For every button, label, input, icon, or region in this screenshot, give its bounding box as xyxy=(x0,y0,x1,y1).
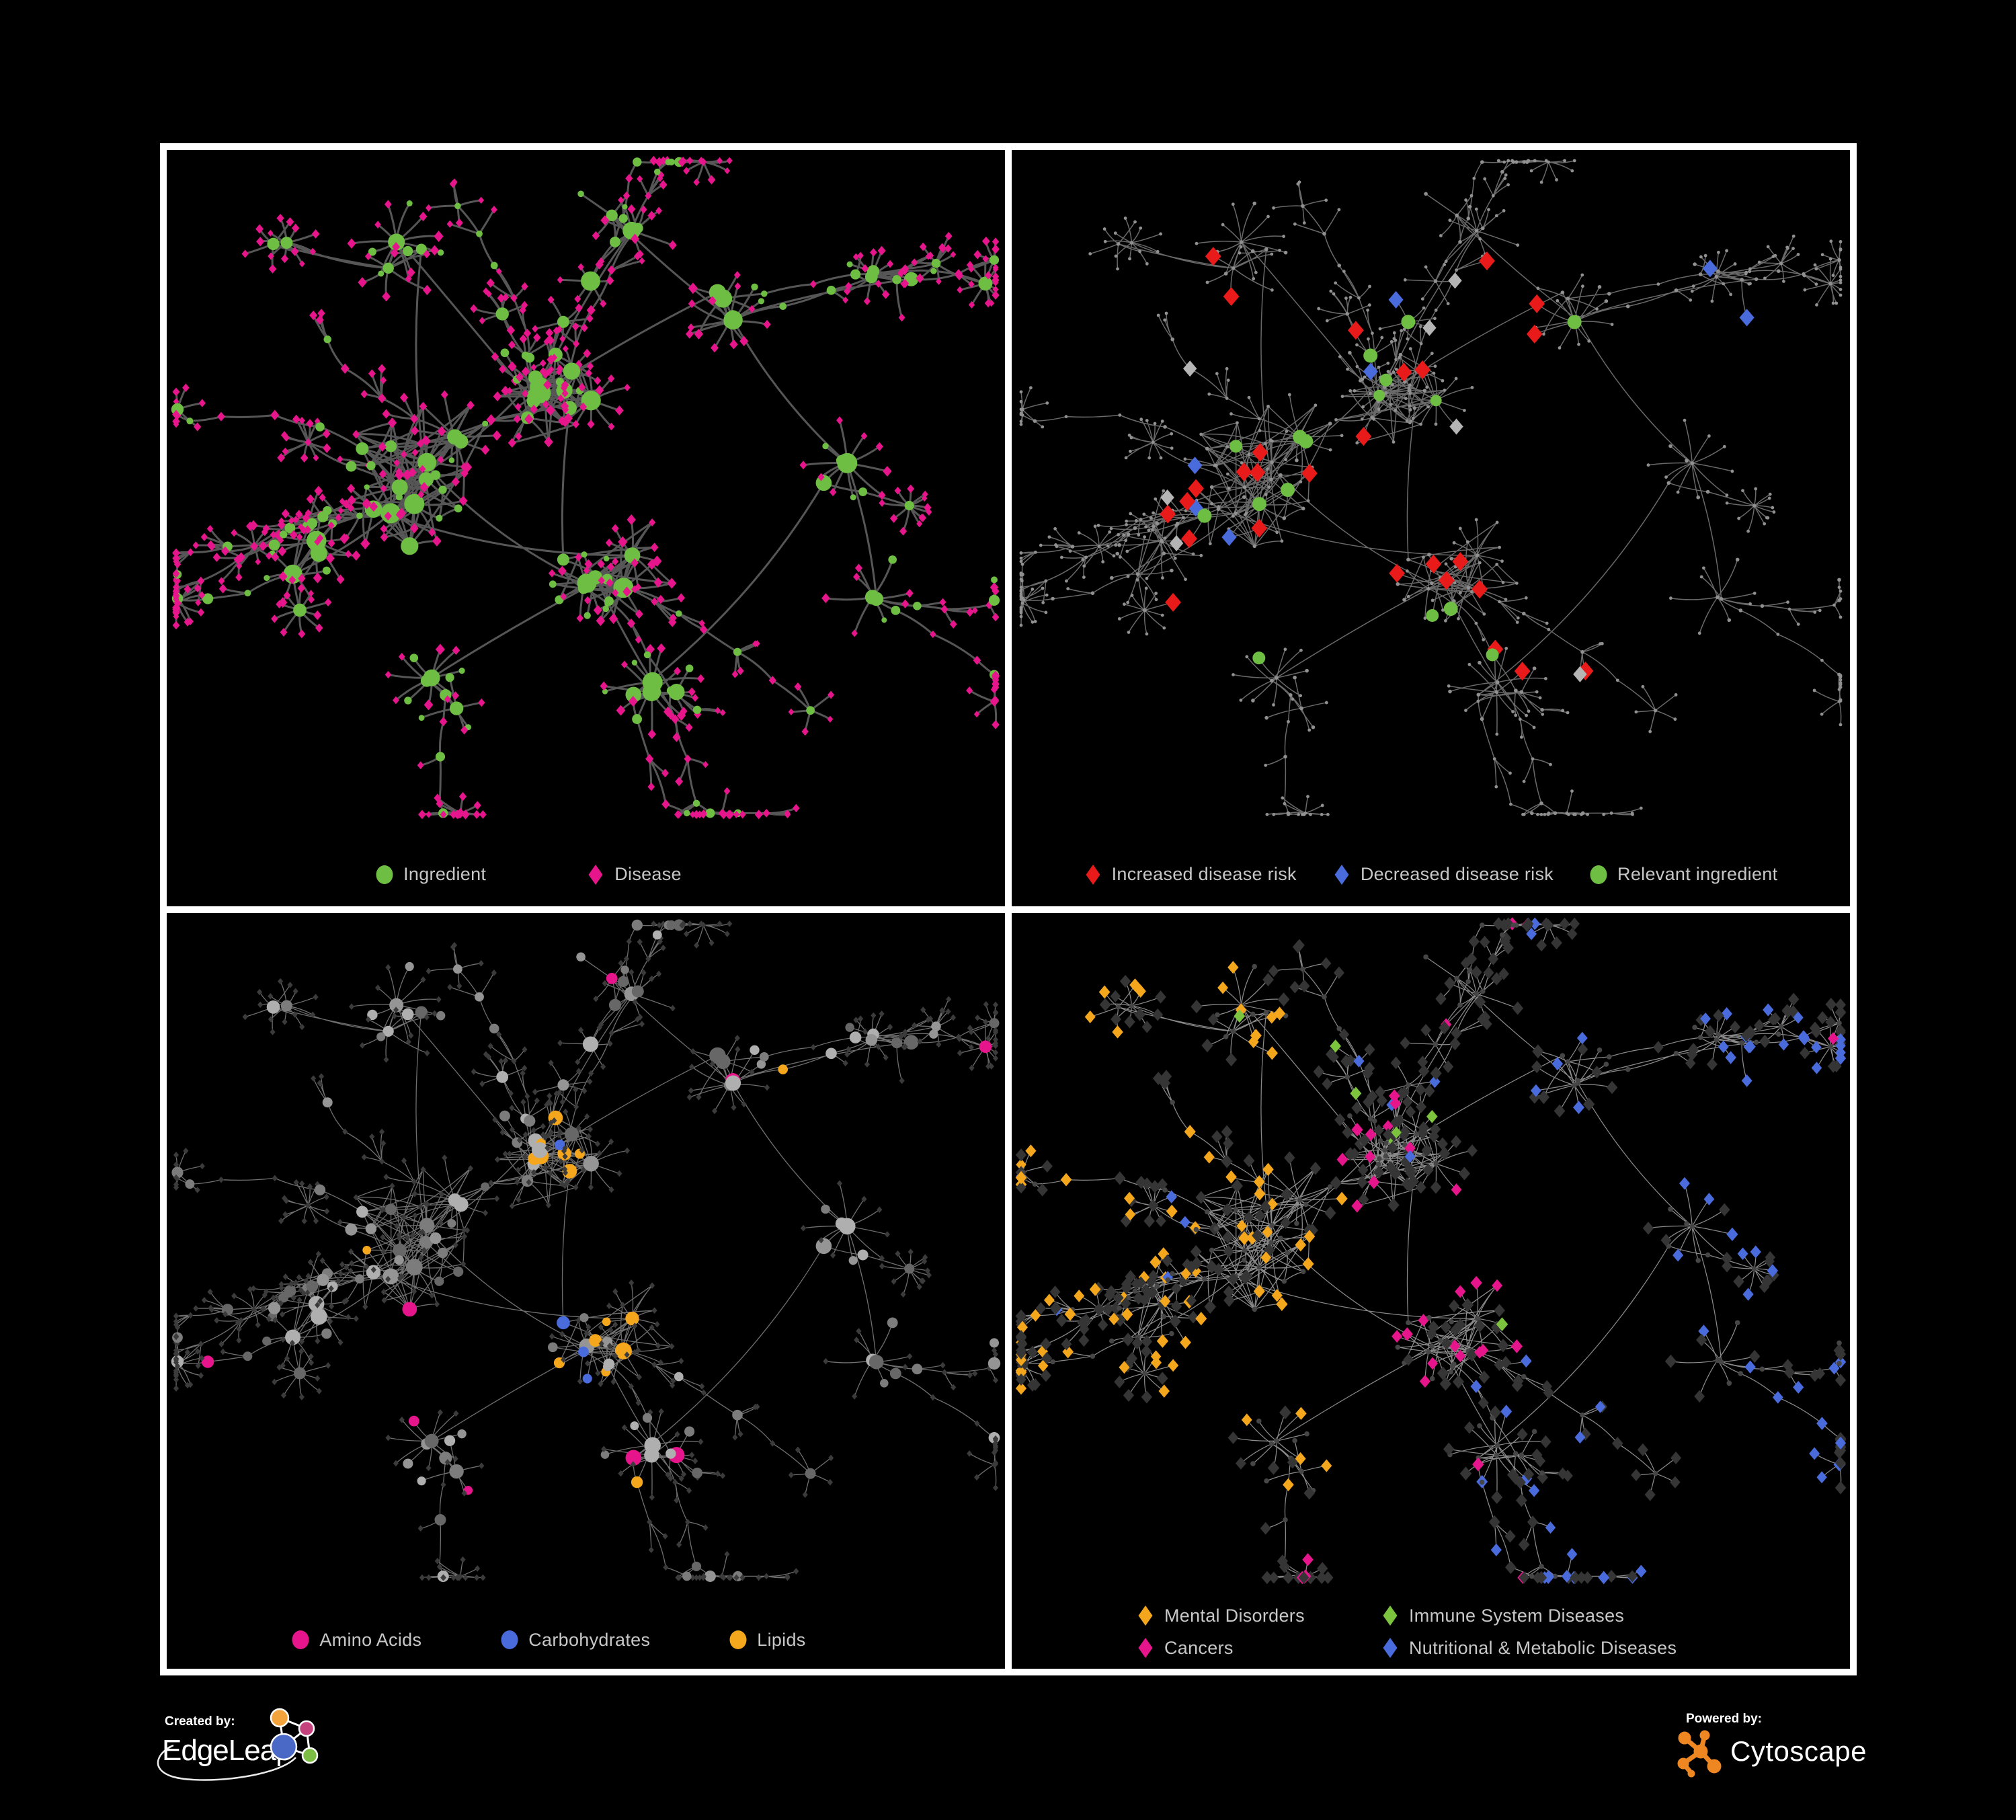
panel-disease-risk: Increased disease risk Decreased disease … xyxy=(1012,150,1850,906)
cytoscape-wordmark: Cytoscape xyxy=(1730,1735,1867,1767)
legend-item: Amino Acids xyxy=(292,1628,421,1651)
network-graph-nutrient-classes xyxy=(171,918,1001,1582)
legend-label: Immune System Diseases xyxy=(1409,1605,1625,1626)
legend-marker-circle-icon xyxy=(376,865,393,884)
legend-label: Decreased disease risk xyxy=(1360,864,1554,884)
legend-item: Ingredient xyxy=(376,863,486,886)
edgeleap-wordmark: EdgeLeap xyxy=(162,1734,292,1767)
legend-label: Relevant ingredient xyxy=(1617,864,1778,884)
network-graph-ingredient-disease xyxy=(171,155,1000,820)
network-graph-disease-classes xyxy=(1015,916,1847,1584)
cytoscape-logo: Powered by: Cytoscape xyxy=(1677,1712,1867,1778)
legend-label: Lipids xyxy=(757,1629,806,1650)
legend-marker-diamond-icon xyxy=(588,864,603,885)
legend-disease-risk: Increased disease risk Decreased disease … xyxy=(1012,863,1850,886)
legend-marker-diamond-icon xyxy=(1138,1638,1153,1658)
network-graph-disease-risk xyxy=(1019,159,1843,816)
legend-item: Disease xyxy=(587,863,682,886)
legend-label: Ingredient xyxy=(403,864,487,884)
legend-item: Relevant ingredient xyxy=(1590,863,1777,886)
legend-ingredient-disease: Ingredient Disease xyxy=(167,863,891,886)
legend-marker-diamond-icon xyxy=(1383,1638,1398,1658)
legend-marker-diamond-icon xyxy=(1086,864,1100,885)
legend-item: Lipids xyxy=(729,1628,805,1651)
legend-marker-diamond-icon xyxy=(1138,1606,1153,1626)
legend-label: Carbohydrates xyxy=(528,1629,651,1650)
powered-by-label: Powered by: xyxy=(1686,1712,1762,1726)
edgeleap-node-blue-icon xyxy=(270,1733,298,1761)
legend-label: Amino Acids xyxy=(319,1629,422,1650)
legend-disease-classes: Mental Disorders Immune System Diseases Ca… xyxy=(1137,1604,1677,1659)
edgeleap-node-green-icon xyxy=(301,1747,319,1764)
panel-ingredient-disease: Ingredient Disease xyxy=(167,150,1005,906)
panel-disease-classes: Mental Disorders Immune System Diseases Ca… xyxy=(1012,912,1850,1669)
legend-item: Carbohydrates xyxy=(501,1628,650,1651)
legend-item: Immune System Diseases xyxy=(1381,1604,1677,1627)
legend-label: Increased disease risk xyxy=(1111,864,1297,884)
legend-marker-circle-icon xyxy=(729,1630,747,1649)
legend-marker-circle-icon xyxy=(1590,865,1607,884)
legend-item: Decreased disease risk xyxy=(1333,863,1554,886)
cytoscape-icon xyxy=(1677,1730,1722,1778)
edgeleap-glyph xyxy=(157,1708,319,1781)
created-by-label: Created by: xyxy=(165,1714,235,1729)
legend-item: Cancers xyxy=(1137,1636,1381,1659)
legend-label: Nutritional & Metabolic Diseases xyxy=(1409,1637,1677,1658)
legend-item: Increased disease risk xyxy=(1084,863,1297,886)
edgeleap-logo: Created by: EdgeLeap xyxy=(157,1708,319,1781)
edgeleap-node-orange-icon xyxy=(270,1708,290,1728)
legend-nutrient-classes: Amino Acids Carbohydrates Lipids xyxy=(167,1628,931,1651)
legend-label: Cancers xyxy=(1164,1637,1234,1658)
legend-item: Nutritional & Metabolic Diseases xyxy=(1381,1636,1677,1659)
legend-label: Disease xyxy=(614,864,682,884)
legend-marker-diamond-icon xyxy=(1334,864,1349,885)
panel-nutrient-classes: Amino Acids Carbohydrates Lipids xyxy=(167,912,1005,1669)
legend-marker-diamond-icon xyxy=(1383,1606,1398,1626)
legend-marker-circle-icon xyxy=(501,1630,518,1649)
legend-marker-circle-icon xyxy=(292,1630,309,1649)
legend-item: Mental Disorders xyxy=(1137,1604,1381,1627)
edgeleap-node-magenta-icon xyxy=(298,1720,315,1737)
quad-frame: Ingredient Disease Increased disease risk… xyxy=(160,143,1857,1675)
legend-label: Mental Disorders xyxy=(1164,1605,1305,1626)
